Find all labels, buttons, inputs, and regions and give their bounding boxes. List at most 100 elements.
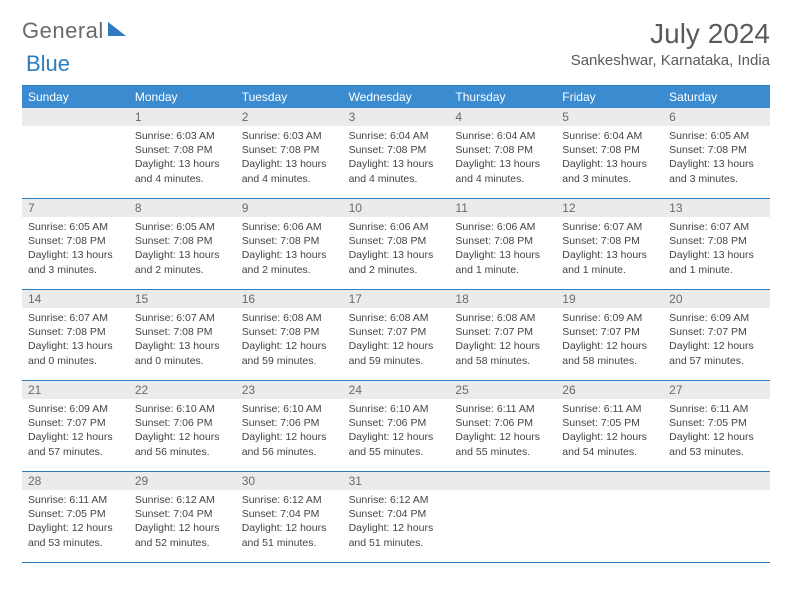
- sunset-line: Sunset: 7:08 PM: [455, 143, 550, 157]
- day-body: Sunrise: 6:12 AMSunset: 7:04 PMDaylight:…: [129, 490, 236, 556]
- day-cell: 13Sunrise: 6:07 AMSunset: 7:08 PMDayligh…: [663, 199, 770, 289]
- day-cell: 27Sunrise: 6:11 AMSunset: 7:05 PMDayligh…: [663, 381, 770, 471]
- sunrise-line: Sunrise: 6:11 AM: [28, 493, 123, 507]
- sunrise-line: Sunrise: 6:08 AM: [242, 311, 337, 325]
- sunset-line: Sunset: 7:07 PM: [349, 325, 444, 339]
- sunset-line: Sunset: 7:04 PM: [242, 507, 337, 521]
- day-number: 21: [22, 381, 129, 399]
- sunset-line: Sunset: 7:05 PM: [669, 416, 764, 430]
- sunset-line: Sunset: 7:06 PM: [135, 416, 230, 430]
- sunrise-line: Sunrise: 6:03 AM: [242, 129, 337, 143]
- day-cell: 12Sunrise: 6:07 AMSunset: 7:08 PMDayligh…: [556, 199, 663, 289]
- day-cell: 3Sunrise: 6:04 AMSunset: 7:08 PMDaylight…: [343, 108, 450, 198]
- week-row: 21Sunrise: 6:09 AMSunset: 7:07 PMDayligh…: [22, 381, 770, 472]
- weekday-label: Saturday: [663, 86, 770, 108]
- daylight-line: Daylight: 13 hours and 3 minutes.: [562, 157, 657, 185]
- day-body: Sunrise: 6:11 AMSunset: 7:05 PMDaylight:…: [556, 399, 663, 465]
- daylight-line: Daylight: 12 hours and 58 minutes.: [455, 339, 550, 367]
- day-number: 11: [449, 199, 556, 217]
- sunrise-line: Sunrise: 6:06 AM: [349, 220, 444, 234]
- sunrise-line: Sunrise: 6:09 AM: [562, 311, 657, 325]
- sunrise-line: Sunrise: 6:04 AM: [349, 129, 444, 143]
- sunset-line: Sunset: 7:06 PM: [349, 416, 444, 430]
- brand-part1: General: [22, 18, 104, 44]
- day-cell: 30 Sunrise: 6:12 AMSunset: 7:04 PMDayligh…: [236, 472, 343, 562]
- day-body: Sunrise: 6:07 AMSunset: 7:08 PMDaylight:…: [129, 308, 236, 374]
- day-body: Sunrise: 6:03 AMSunset: 7:08 PMDaylight:…: [129, 126, 236, 192]
- day-number: 16: [236, 290, 343, 308]
- calendar: SundayMondayTuesdayWednesdayThursdayFrid…: [22, 85, 770, 563]
- day-number: 8: [129, 199, 236, 217]
- day-number: [22, 108, 129, 126]
- day-cell: [22, 108, 129, 198]
- sunrise-line: Sunrise: 6:12 AM: [242, 493, 337, 507]
- day-body: Sunrise: 6:07 AMSunset: 7:08 PMDaylight:…: [556, 217, 663, 283]
- sunrise-line: Sunrise: 6:07 AM: [562, 220, 657, 234]
- daylight-line: Daylight: 13 hours and 0 minutes.: [28, 339, 123, 367]
- day-cell: 11Sunrise: 6:06 AMSunset: 7:08 PMDayligh…: [449, 199, 556, 289]
- daylight-line: Daylight: 13 hours and 2 minutes.: [242, 248, 337, 276]
- title-block: July 2024 Sankeshwar, Karnataka, India: [571, 18, 770, 69]
- daylight-line: Daylight: 13 hours and 2 minutes.: [135, 248, 230, 276]
- sunset-line: Sunset: 7:08 PM: [135, 325, 230, 339]
- daylight-line: Daylight: 13 hours and 3 minutes.: [669, 157, 764, 185]
- sunset-line: Sunset: 7:07 PM: [562, 325, 657, 339]
- sunset-line: Sunset: 7:08 PM: [669, 234, 764, 248]
- day-number: 20: [663, 290, 770, 308]
- daylight-line: Daylight: 13 hours and 3 minutes.: [28, 248, 123, 276]
- day-body: Sunrise: 6:10 AMSunset: 7:06 PMDaylight:…: [343, 399, 450, 465]
- weekday-label: Thursday: [449, 86, 556, 108]
- day-cell: 1Sunrise: 6:03 AMSunset: 7:08 PMDaylight…: [129, 108, 236, 198]
- day-cell: 15Sunrise: 6:07 AMSunset: 7:08 PMDayligh…: [129, 290, 236, 380]
- day-body: Sunrise: 6:09 AMSunset: 7:07 PMDaylight:…: [556, 308, 663, 374]
- day-body: Sunrise: 6:07 AMSunset: 7:08 PMDaylight:…: [22, 308, 129, 374]
- daylight-line: Daylight: 12 hours and 57 minutes.: [669, 339, 764, 367]
- day-cell: 7Sunrise: 6:05 AMSunset: 7:08 PMDaylight…: [22, 199, 129, 289]
- day-number: 17: [343, 290, 450, 308]
- day-number: 4: [449, 108, 556, 126]
- day-body: Sunrise: 6:12 AMSunset: 7:04 PMDaylight:…: [343, 490, 450, 556]
- day-body: Sunrise: 6:10 AMSunset: 7:06 PMDaylight:…: [129, 399, 236, 465]
- daylight-line: Daylight: 12 hours and 59 minutes.: [242, 339, 337, 367]
- day-cell: 18Sunrise: 6:08 AMSunset: 7:07 PMDayligh…: [449, 290, 556, 380]
- daylight-line: Daylight: 12 hours and 53 minutes.: [669, 430, 764, 458]
- sunrise-line: Sunrise: 6:12 AM: [135, 493, 230, 507]
- sunrise-line: Sunrise: 6:08 AM: [455, 311, 550, 325]
- sunrise-line: Sunrise: 6:07 AM: [28, 311, 123, 325]
- day-cell: 14Sunrise: 6:07 AMSunset: 7:08 PMDayligh…: [22, 290, 129, 380]
- day-body: Sunrise: 6:07 AMSunset: 7:08 PMDaylight:…: [663, 217, 770, 283]
- day-number: 26: [556, 381, 663, 399]
- day-number: [556, 472, 663, 490]
- day-cell: 5Sunrise: 6:04 AMSunset: 7:08 PMDaylight…: [556, 108, 663, 198]
- daylight-line: Daylight: 12 hours and 58 minutes.: [562, 339, 657, 367]
- sunrise-line: Sunrise: 6:05 AM: [669, 129, 764, 143]
- day-body: Sunrise: 6:06 AMSunset: 7:08 PMDaylight:…: [449, 217, 556, 283]
- daylight-line: Daylight: 12 hours and 51 minutes.: [242, 521, 337, 549]
- sunset-line: Sunset: 7:08 PM: [562, 234, 657, 248]
- day-number: 24: [343, 381, 450, 399]
- day-cell: [556, 472, 663, 562]
- day-body: Sunrise: 6:08 AMSunset: 7:07 PMDaylight:…: [343, 308, 450, 374]
- daylight-line: Daylight: 12 hours and 53 minutes.: [28, 521, 123, 549]
- sunrise-line: Sunrise: 6:10 AM: [242, 402, 337, 416]
- brand-logo: General: [22, 18, 128, 44]
- daylight-line: Daylight: 13 hours and 4 minutes.: [135, 157, 230, 185]
- day-number: 30: [236, 472, 343, 490]
- day-body: Sunrise: 6:09 AMSunset: 7:07 PMDaylight:…: [663, 308, 770, 374]
- sunset-line: Sunset: 7:08 PM: [669, 143, 764, 157]
- daylight-line: Daylight: 12 hours and 51 minutes.: [349, 521, 444, 549]
- daylight-line: Daylight: 13 hours and 1 minute.: [562, 248, 657, 276]
- sunset-line: Sunset: 7:08 PM: [562, 143, 657, 157]
- day-number: 15: [129, 290, 236, 308]
- day-body: Sunrise: 6:05 AMSunset: 7:08 PMDaylight:…: [663, 126, 770, 192]
- sunrise-line: Sunrise: 6:10 AM: [349, 402, 444, 416]
- day-body: Sunrise: 6:05 AMSunset: 7:08 PMDaylight:…: [129, 217, 236, 283]
- sunset-line: Sunset: 7:08 PM: [242, 143, 337, 157]
- sunset-line: Sunset: 7:05 PM: [562, 416, 657, 430]
- day-cell: 21Sunrise: 6:09 AMSunset: 7:07 PMDayligh…: [22, 381, 129, 471]
- weekday-label: Friday: [556, 86, 663, 108]
- daylight-line: Daylight: 13 hours and 1 minute.: [669, 248, 764, 276]
- day-number: 27: [663, 381, 770, 399]
- weekday-label: Monday: [129, 86, 236, 108]
- sunset-line: Sunset: 7:08 PM: [349, 143, 444, 157]
